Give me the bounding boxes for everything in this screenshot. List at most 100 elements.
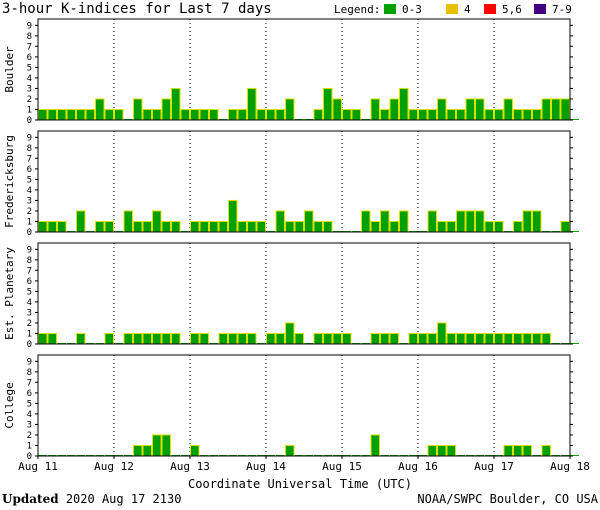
y-tick-label: 7 [27,154,32,164]
bar [190,108,200,121]
bar [522,444,532,457]
panel-label-est-planetary: Est. Planetary [3,247,16,340]
bar [104,220,114,233]
bar [57,220,67,233]
bar [285,98,295,121]
panel-label-college: College [3,382,16,428]
k-index-chart: 0123456789Boulder0123456789Fredericksbur… [3,18,590,473]
bar [427,444,437,457]
bar [247,87,257,121]
bar [370,332,380,345]
bar [38,220,48,233]
bar [437,220,447,233]
bar [475,210,485,233]
bar [294,220,304,233]
bar [332,332,342,345]
y-tick-label: 0 [27,340,32,350]
bar [399,87,409,121]
y-tick-label: 7 [27,266,32,276]
bar [465,210,475,233]
panel-frame [37,130,571,233]
y-tick-label: 4 [27,74,32,84]
bar [541,98,551,121]
bar [446,220,456,233]
bar [209,108,219,121]
bar [47,220,57,233]
bar [380,332,390,345]
legend-swatch-5-6 [484,4,496,14]
bar [190,332,200,345]
bar [494,108,504,121]
y-tick-label: 7 [27,378,32,388]
y-tick-label: 1 [27,329,32,339]
bar [532,108,542,121]
y-tick-label: 8 [27,32,32,42]
updated-value: 2020 Aug 17 2130 [65,492,182,506]
bar [171,332,181,345]
bar [427,108,437,121]
legend-item-5-6: 5,6 [502,3,522,16]
bar [522,332,532,345]
bar [323,332,333,345]
y-tick-label: 6 [27,165,32,175]
bar [104,332,114,345]
bar [342,108,352,121]
bar [446,108,456,121]
bar [95,220,105,233]
bar [408,332,418,345]
y-tick-label: 2 [27,207,32,217]
bar [389,332,399,345]
bar [570,231,579,232]
bar [418,108,428,121]
y-tick-label: 8 [27,256,32,266]
x-tick-label: Aug 16 [398,460,438,473]
bar [275,332,285,345]
bar [313,220,323,233]
bar [484,220,494,233]
bar [76,108,86,121]
y-tick-label: 6 [27,277,32,287]
panel-frame [37,18,571,121]
bar [465,332,475,345]
bar [266,108,276,121]
bar [513,332,523,345]
bar [85,108,95,121]
bar [560,98,570,121]
chart-title: 3-hour K-indices for Last 7 days [2,1,272,17]
bar [171,87,181,121]
bar [47,332,57,345]
x-tick-label: Aug 11 [18,460,58,473]
bar [285,220,295,233]
bar [199,108,209,121]
x-tick-label: Aug 14 [246,460,286,473]
bar [418,332,428,345]
y-tick-label: 9 [27,21,32,31]
y-tick-label: 7 [27,42,32,52]
bar [304,210,314,233]
updated-label: Updated [2,492,59,506]
bar [142,332,152,345]
bar [541,444,551,457]
y-tick-label: 3 [27,420,32,430]
x-tick-label: Aug 13 [170,460,210,473]
bar [513,220,523,233]
bar [66,108,76,121]
y-tick-label: 3 [27,84,32,94]
bar [133,444,143,457]
bar [494,220,504,233]
bar [190,220,200,233]
panel-label-boulder: Boulder [3,46,16,93]
bar [104,108,114,121]
y-tick-label: 4 [27,410,32,420]
bar [446,332,456,345]
credit-text: NOAA/SWPC Boulder, CO USA [417,492,598,506]
bar [142,108,152,121]
bar [484,332,494,345]
bar [247,220,257,233]
bar [456,210,466,233]
x-tick-label: Aug 15 [322,460,362,473]
legend-swatch-0-3 [384,4,396,14]
bar [570,119,579,120]
y-tick-label: 9 [27,357,32,367]
bar [465,98,475,121]
